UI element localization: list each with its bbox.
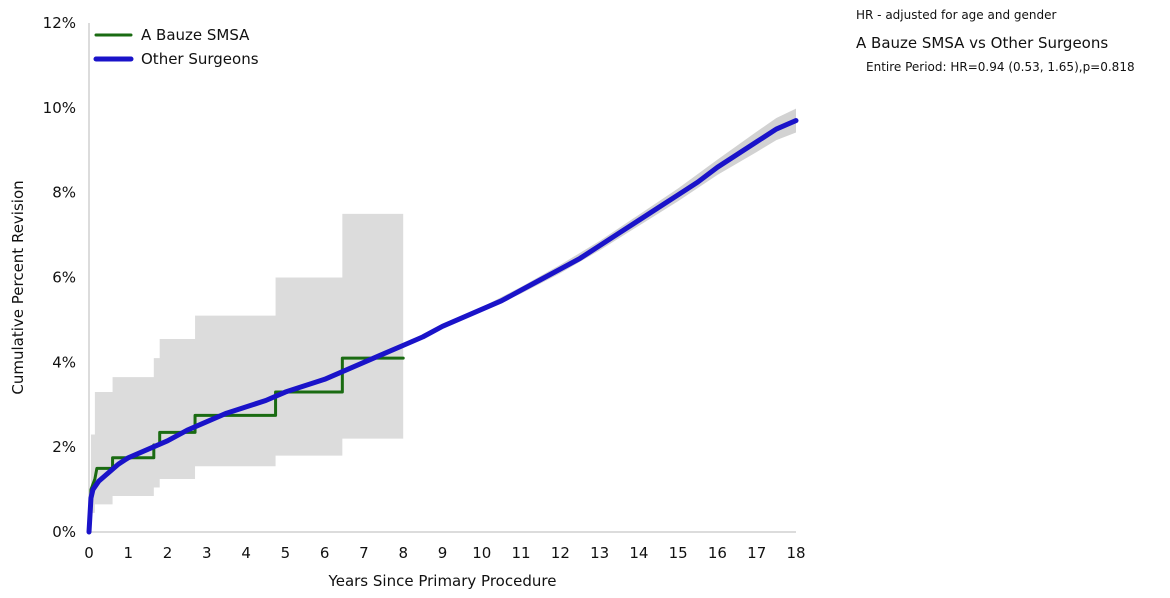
y-tick-label: 8% — [52, 184, 76, 202]
x-tick-label: 14 — [629, 544, 648, 562]
y-tick-label: 4% — [52, 353, 76, 371]
x-tick-label: 13 — [590, 544, 609, 562]
x-tick-label: 17 — [747, 544, 766, 562]
confidence-band-series-1 — [481, 108, 796, 312]
series-line-other-surgeons — [86, 118, 799, 535]
adjustment-note: HR - adjusted for age and gender — [856, 8, 1057, 22]
x-tick-label: 1 — [124, 544, 134, 562]
x-tick-label: 11 — [512, 544, 531, 562]
y-tick-label: 2% — [52, 438, 76, 456]
axis-layer: 0%2%4%6%8%10%12%0 1 2 3 4 5 6 7 8 9 10 11 12 13 14 15 16… — [9, 14, 806, 590]
comparison-title: A Bauze SMSA vs Other Surgeons — [856, 34, 1109, 52]
legend-label: A Bauze SMSA — [141, 26, 250, 44]
x-tick-label: 8 — [398, 544, 408, 562]
legend: A Bauze SMSA Other Surgeons — [93, 26, 259, 68]
x-tick-label: 9 — [438, 544, 448, 562]
x-axis-title: Years Since Primary Procedure — [328, 572, 557, 590]
y-tick-label: 0% — [52, 523, 76, 541]
x-tick-label: 5 — [281, 544, 291, 562]
confidence-band-layer — [90, 108, 796, 513]
x-tick-label: 0 — [84, 544, 94, 562]
x-tick-label: 16 — [708, 544, 727, 562]
legend-label: Other Surgeons — [141, 50, 259, 68]
x-tick-label: 10 — [472, 544, 491, 562]
x-tick-label: 15 — [669, 544, 688, 562]
y-tick-label: 10% — [43, 99, 76, 117]
hazard-ratio-panel: HR - adjusted for age and gender A Bauze… — [856, 7, 1166, 75]
x-tick-label: 12 — [551, 544, 570, 562]
x-tick-label: 4 — [241, 544, 251, 562]
series-layer — [86, 118, 799, 535]
x-tick-label: 2 — [163, 544, 173, 562]
x-tick-label: 18 — [786, 544, 805, 562]
x-tick-label: 6 — [320, 544, 330, 562]
y-axis-title: Cumulative Percent Revision — [9, 180, 27, 394]
y-tick-label: 6% — [52, 269, 76, 287]
entire-period-stat: Entire Period: HR=0.94 (0.53, 1.65),p=0.… — [866, 60, 1135, 74]
y-tick-label: 12% — [43, 14, 76, 32]
x-tick-label: 7 — [359, 544, 369, 562]
x-tick-label: 3 — [202, 544, 212, 562]
